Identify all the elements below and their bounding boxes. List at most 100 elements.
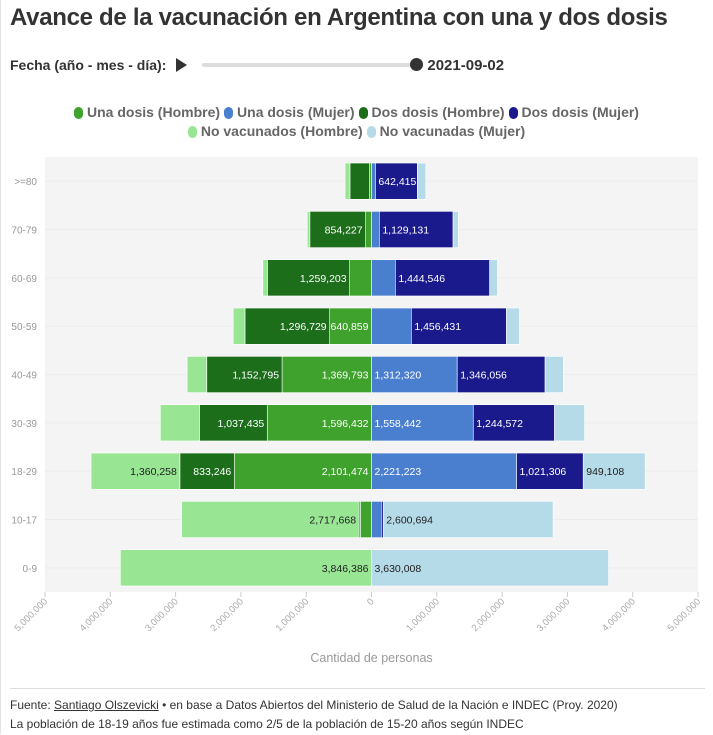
data-label: 949,108 bbox=[586, 466, 624, 478]
bar-segment bbox=[365, 211, 372, 248]
bar-segment bbox=[306, 211, 311, 248]
bar-segment bbox=[544, 356, 564, 393]
data-label: 1,558,442 bbox=[375, 418, 422, 430]
chart-title: Avance de la vacunación en Argentina con… bbox=[10, 4, 668, 31]
x-tick-label: 5,000,000 bbox=[12, 596, 50, 634]
data-label: 1,360,258 bbox=[130, 466, 177, 478]
x-tick-label: 4,000,000 bbox=[78, 596, 116, 634]
data-label: 2,717,668 bbox=[309, 515, 356, 527]
bar-segment bbox=[417, 162, 427, 200]
legend: Una dosis (Hombre) Una dosis (Mujer) Dos d… bbox=[0, 103, 713, 141]
data-label: 3,630,008 bbox=[375, 563, 422, 575]
x-tick-label: 4,000,000 bbox=[600, 596, 638, 634]
y-tick-label: 60-69 bbox=[11, 274, 37, 285]
bar-segment bbox=[489, 259, 498, 297]
bar-segment bbox=[506, 307, 520, 345]
bar-segment bbox=[452, 211, 459, 248]
bar-segment bbox=[120, 549, 372, 587]
legend-label: Una dosis (Hombre) bbox=[87, 104, 221, 120]
source-author-link[interactable]: Santiago Olszevicki bbox=[54, 698, 159, 712]
data-label: 2,101,474 bbox=[322, 466, 369, 478]
legend-item[interactable]: No vacunados (Hombre) bbox=[187, 122, 363, 141]
source-prefix: Fuente: bbox=[10, 698, 55, 712]
data-label: 854,227 bbox=[325, 225, 363, 237]
legend-item[interactable]: Una dosis (Mujer) bbox=[224, 103, 355, 122]
bar-segment bbox=[262, 259, 268, 297]
data-label: 1,456,431 bbox=[414, 321, 461, 333]
bar-segment bbox=[160, 404, 200, 442]
bar-segment bbox=[472, 404, 555, 442]
legend-swatch-icon bbox=[358, 106, 368, 119]
x-tick-label: 3,000,000 bbox=[143, 596, 181, 634]
bar-segment bbox=[90, 452, 181, 490]
play-icon[interactable] bbox=[176, 58, 188, 72]
data-label: 1,244,572 bbox=[476, 418, 523, 430]
y-tick-label: 30-39 bbox=[11, 419, 37, 430]
bar-segment bbox=[371, 307, 412, 345]
bar-segment bbox=[456, 356, 546, 393]
data-label: 1,037,435 bbox=[218, 418, 265, 430]
bar-segment bbox=[267, 259, 350, 297]
legend-label: Dos dosis (Mujer) bbox=[521, 104, 639, 120]
bar-segment bbox=[371, 404, 474, 442]
x-tick-label: 0 bbox=[365, 596, 377, 608]
data-label: 1,596,432 bbox=[322, 418, 369, 430]
bar-segment bbox=[181, 501, 360, 538]
bar-segment bbox=[411, 307, 507, 345]
y-tick-label: 10-17 bbox=[11, 516, 37, 527]
legend-swatch-icon bbox=[74, 106, 84, 119]
source-suffix: • en base a Datos Abiertos del Ministeri… bbox=[158, 698, 618, 712]
bar-segment bbox=[309, 211, 366, 248]
data-label: 1,369,793 bbox=[322, 370, 369, 382]
legend-item[interactable]: Dos dosis (Mujer) bbox=[508, 103, 639, 122]
date-value: 2021-09-02 bbox=[427, 56, 505, 74]
date-slider[interactable] bbox=[202, 58, 424, 71]
bar-segment bbox=[186, 356, 208, 393]
data-label: 1,021,306 bbox=[520, 466, 567, 478]
bar-segment bbox=[582, 452, 646, 490]
data-label: 1,259,203 bbox=[300, 273, 347, 285]
bar-segment bbox=[371, 356, 458, 393]
legend-item[interactable]: No vacunadas (Mujer) bbox=[366, 122, 525, 141]
data-label: 3,846,386 bbox=[322, 563, 369, 575]
y-tick-label: 40-49 bbox=[11, 371, 37, 382]
bar-segment bbox=[360, 501, 372, 538]
y-tick-label: 0-9 bbox=[23, 564, 38, 575]
legend-item[interactable]: Dos dosis (Hombre) bbox=[358, 103, 505, 122]
bar-segment bbox=[375, 162, 418, 200]
x-tick-label: 2,000,000 bbox=[208, 596, 246, 634]
footer-divider bbox=[10, 688, 705, 689]
data-label: 1,152,795 bbox=[232, 370, 279, 382]
legend-label: Una dosis (Mujer) bbox=[237, 104, 355, 120]
bar-segment bbox=[379, 211, 454, 248]
population-pyramid-chart: >=80 70-79 60-69 50-59 40-49 30-39 18-29 10-17 0… bbox=[11, 157, 703, 665]
x-tick-label: 5,000,000 bbox=[665, 596, 703, 634]
legend-row: No vacunados (Hombre) No vacunadas (Mujer… bbox=[0, 122, 713, 141]
bar-segment bbox=[244, 307, 330, 345]
data-label: 2,600,694 bbox=[386, 515, 433, 527]
legend-row: Una dosis (Hombre) Una dosis (Mujer) Dos d… bbox=[0, 103, 713, 122]
bar-segment bbox=[371, 211, 380, 248]
bar-segment bbox=[516, 452, 584, 490]
bar-segment bbox=[233, 452, 372, 490]
x-tick-label: 1,000,000 bbox=[404, 596, 442, 634]
legend-swatch-icon bbox=[366, 125, 376, 138]
legend-swatch-icon bbox=[224, 106, 234, 119]
bar-segment bbox=[232, 307, 246, 345]
date-slider-handle[interactable] bbox=[410, 58, 424, 71]
data-label: 642,415 bbox=[378, 176, 416, 188]
footer-note: La población de 18-19 años fue estimada … bbox=[10, 717, 524, 731]
bar-segment bbox=[371, 549, 609, 587]
footer-source-line: Fuente: Santiago Olszevicki • en base a … bbox=[10, 696, 618, 715]
x-axis-title: Cantidad de personas bbox=[310, 651, 432, 665]
bar-segment bbox=[554, 404, 585, 442]
data-label: 1,129,131 bbox=[382, 225, 429, 237]
bar-segment bbox=[266, 404, 372, 442]
bar-segment bbox=[199, 404, 268, 442]
date-controls: Fecha (año - mes - día): 2021-09-02 bbox=[10, 54, 504, 76]
bar-segment bbox=[371, 501, 382, 538]
y-tick-label: >=80 bbox=[14, 177, 37, 188]
data-label: 640,859 bbox=[331, 321, 369, 333]
y-tick-label: 70-79 bbox=[11, 226, 37, 237]
legend-item[interactable]: Una dosis (Hombre) bbox=[74, 103, 220, 122]
